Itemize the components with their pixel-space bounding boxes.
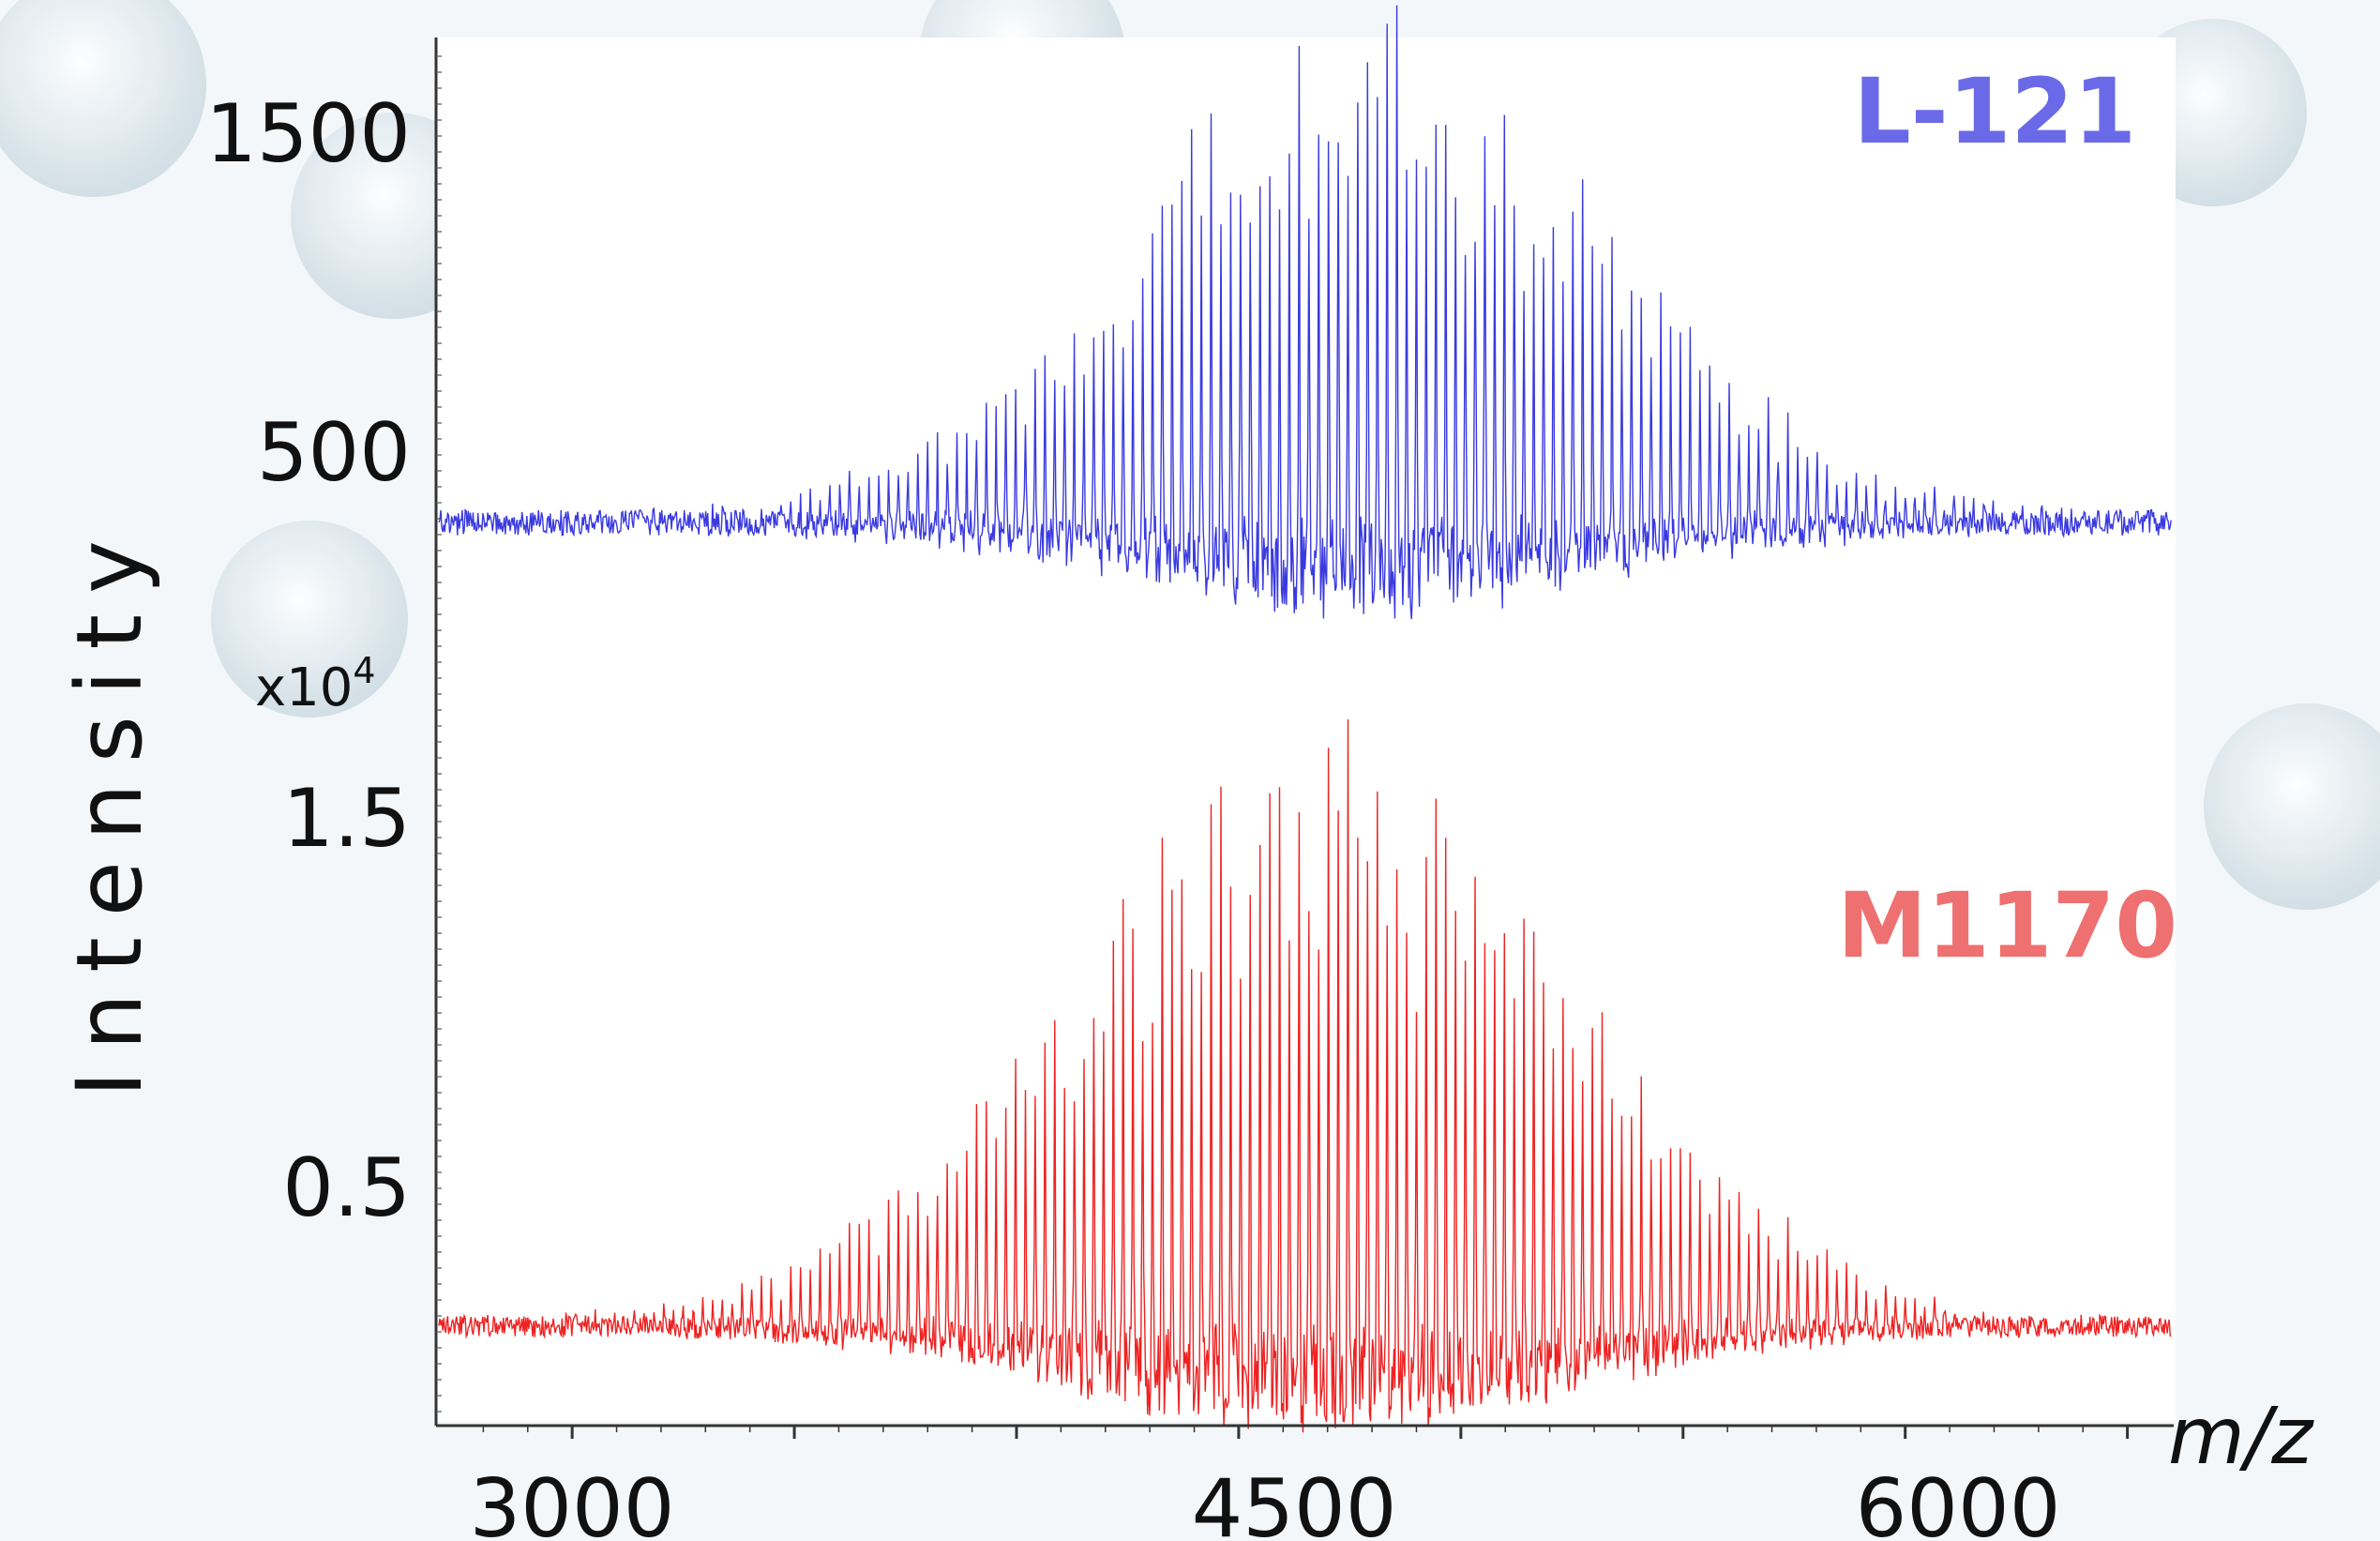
series-l121 xyxy=(438,5,2172,620)
x-axis-title: m/z xyxy=(2168,1390,2314,1482)
y-axis xyxy=(434,38,442,1426)
y-tick-bottom-1: 0.5 xyxy=(282,1141,411,1235)
x-tick-1: 4500 xyxy=(1192,1462,1397,1541)
y-tick-top-1: 500 xyxy=(257,406,411,500)
multiplier-base: x10 xyxy=(255,657,353,718)
series-label-l121: L-121 xyxy=(1854,59,2136,164)
x-ticks xyxy=(482,1426,2130,1439)
y-tick-bottom-0: 1.5 xyxy=(282,772,411,866)
y-multiplier-label: x104 xyxy=(255,650,376,718)
plot-area xyxy=(438,5,2172,1433)
series-line-top xyxy=(438,5,2172,620)
x-tick-0: 3000 xyxy=(470,1462,675,1541)
y-axis-title: Intensity xyxy=(57,520,162,1097)
series-line-bottom xyxy=(438,718,2172,1433)
multiplier-exponent: 4 xyxy=(353,650,375,691)
y-tick-top-0: 1500 xyxy=(205,87,411,181)
x-axis xyxy=(436,1424,2174,1439)
x-tick-2: 6000 xyxy=(1856,1462,2061,1541)
series-m1170 xyxy=(438,718,2172,1433)
series-label-m1170: M1170 xyxy=(1837,873,2177,978)
y-minor-ticks xyxy=(436,55,442,1413)
